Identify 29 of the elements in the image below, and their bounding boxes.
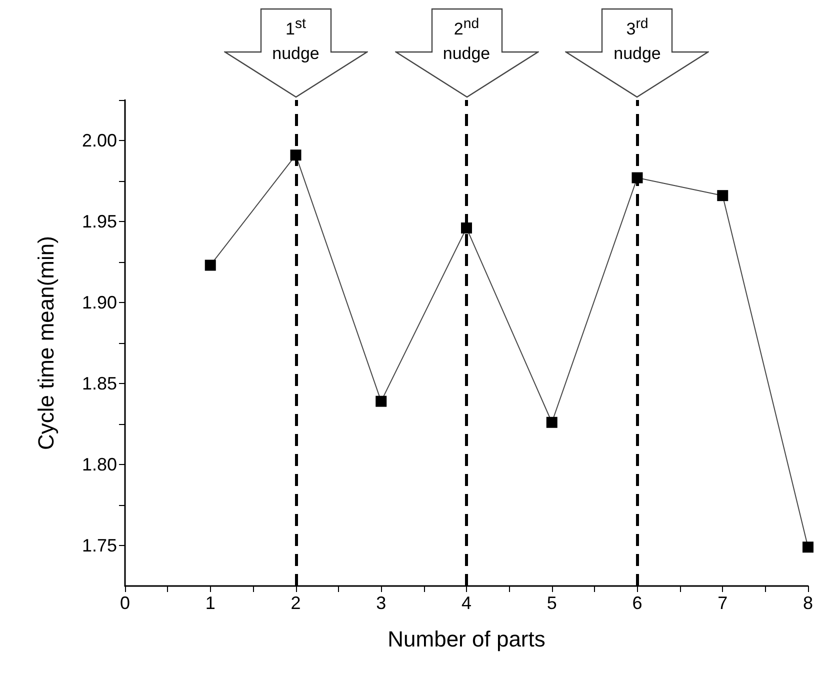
point (204, 260, 216, 271)
x-tick-label: 1 (205, 593, 216, 613)
y-tick-label: 1.75 (82, 536, 117, 556)
point (717, 190, 728, 202)
ref-line-label: 2$^{nd}$ nudge (442, 15, 492, 65)
y-tick-label: 1.80 (82, 454, 117, 474)
y-axis-title: Cycle time mean(min) (34, 236, 58, 450)
x-tick-label: 7 (718, 593, 728, 613)
y-tick-label: 1.95 (82, 212, 117, 232)
y-tick-label: 1.85 (82, 374, 117, 394)
x-axis-title: Number of parts (388, 626, 546, 652)
y-tick-label: 1.90 (82, 292, 117, 312)
arrow-icon: 3$^{rd}$ nudge (565, 8, 710, 98)
x-tick-label: 3 (376, 593, 386, 613)
x-tick-label: 4 (461, 593, 472, 613)
x-tick-label: 8 (802, 593, 814, 613)
point (802, 542, 814, 553)
ref-line-label: 1$^{st}$ nudge (271, 15, 320, 65)
x-tick-label: 5 (546, 593, 557, 613)
arrow-icon: 1$^{st}$ nudge (224, 8, 368, 98)
ref-line-label: 3$^{rd}$ nudge (612, 15, 662, 65)
arrow-icon: 2$^{nd}$ nudge (394, 8, 538, 98)
point (461, 222, 472, 234)
point (546, 416, 558, 428)
x-tick-label: 0 (120, 593, 130, 613)
x-tick-label: 2 (290, 593, 301, 613)
point (376, 396, 387, 407)
x-tick-label: 6 (632, 593, 642, 613)
y-tick-label: 2.00 (82, 130, 117, 150)
